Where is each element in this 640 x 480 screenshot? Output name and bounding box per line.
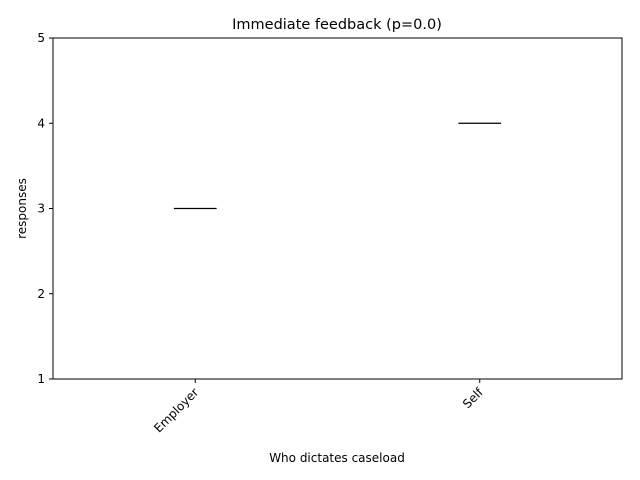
y-tick-label: 2 — [37, 287, 45, 301]
plot-area — [52, 37, 623, 380]
x-tick-label: Self — [460, 385, 486, 411]
x-tick-label: Employer — [151, 385, 201, 435]
y-tick-label: 3 — [37, 202, 45, 216]
y-axis-label: responses — [15, 178, 29, 239]
x-axis: Employer Self — [151, 379, 486, 435]
y-axis: 1 2 3 4 5 — [37, 31, 53, 386]
chart-title: Immediate feedback (p=0.0) — [232, 17, 442, 33]
y-tick-label: 1 — [37, 372, 45, 386]
x-axis-label: Who dictates caseload — [269, 451, 405, 465]
y-tick-label: 5 — [37, 31, 45, 45]
box-marks — [173, 122, 502, 210]
y-tick-label: 4 — [37, 116, 45, 130]
